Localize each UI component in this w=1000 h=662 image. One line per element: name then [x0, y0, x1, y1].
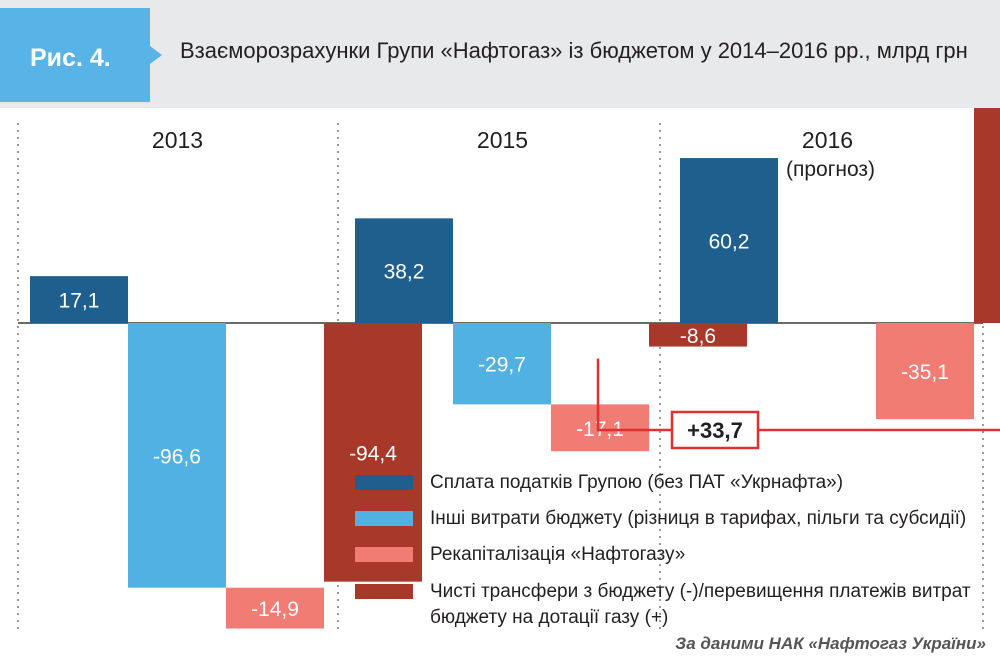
bar-value-label: -14,9 [251, 598, 299, 621]
legend-label-3: Чисті трансфери з бюджету (-)/перевищенн… [430, 581, 971, 628]
bar-value-label: -96,6 [153, 445, 201, 468]
bar-value-label: -94,4 [349, 442, 397, 465]
bar-value-label: 17,1 [59, 290, 100, 313]
figure-label: Рис. 4. [30, 44, 111, 72]
group-label: 2015 [477, 127, 528, 153]
legend-label-0: Сплата податків Групою (без ПАТ «Укрнафт… [430, 472, 843, 493]
legend-swatch-0 [355, 475, 413, 490]
bar-value-label: -35,1 [901, 361, 949, 384]
bar-2016-s3 [974, 108, 1000, 324]
legend-swatch-1 [355, 511, 413, 526]
figure-tag-shape [0, 8, 162, 102]
source-note: За даними НАК «Нафтогаз України» [675, 634, 986, 653]
bar-value-label: 60,2 [709, 231, 750, 254]
bar-2015-s1 [453, 323, 551, 405]
figure-tag: Рис. 4. [0, 8, 166, 102]
group-label: 2016 [802, 127, 853, 153]
bar-2016-s0 [680, 158, 778, 323]
legend-swatch-2 [355, 547, 413, 562]
annotation-box [670, 410, 760, 450]
chart-title: Взаєморозрахунки Групи «Нафтогаз» із бюд… [180, 38, 968, 63]
bar-2016-s2 [876, 323, 974, 420]
bar-value-label: 38,2 [384, 261, 425, 284]
legend-label-1: Інші витрати бюджету (різниця в тарифах,… [430, 508, 966, 529]
bar-2015-s2 [551, 404, 649, 452]
legend-swatch-3 [355, 584, 413, 599]
chart-area: 2013 2015 2016 (прогноз) 17,1 -96,6 -14,9 -94,4… [17, 108, 1000, 633]
bar-2013-s3 [324, 323, 422, 582]
legend-label-2: Рекапіталізація «Нафтогазу» [430, 544, 685, 565]
annotation-label: +33,7 [687, 418, 743, 443]
group-label: 2013 [152, 127, 203, 153]
bar-2015-s3 [649, 323, 747, 347]
bar-2013-s0 [30, 276, 128, 323]
figure-header: Рис. 4. Взаєморозрахунки Групи «Нафтогаз… [0, 0, 1000, 108]
transfer-arrow-line [596, 358, 1000, 432]
bar-value-label: -8,6 [680, 325, 716, 348]
bar-2013-s1 [128, 323, 226, 588]
group-sublabel: (прогноз) [786, 158, 875, 181]
bar-value-label: -29,7 [478, 354, 526, 377]
bar-2013-s2 [226, 587, 324, 629]
bar-2015-s0 [355, 218, 453, 323]
